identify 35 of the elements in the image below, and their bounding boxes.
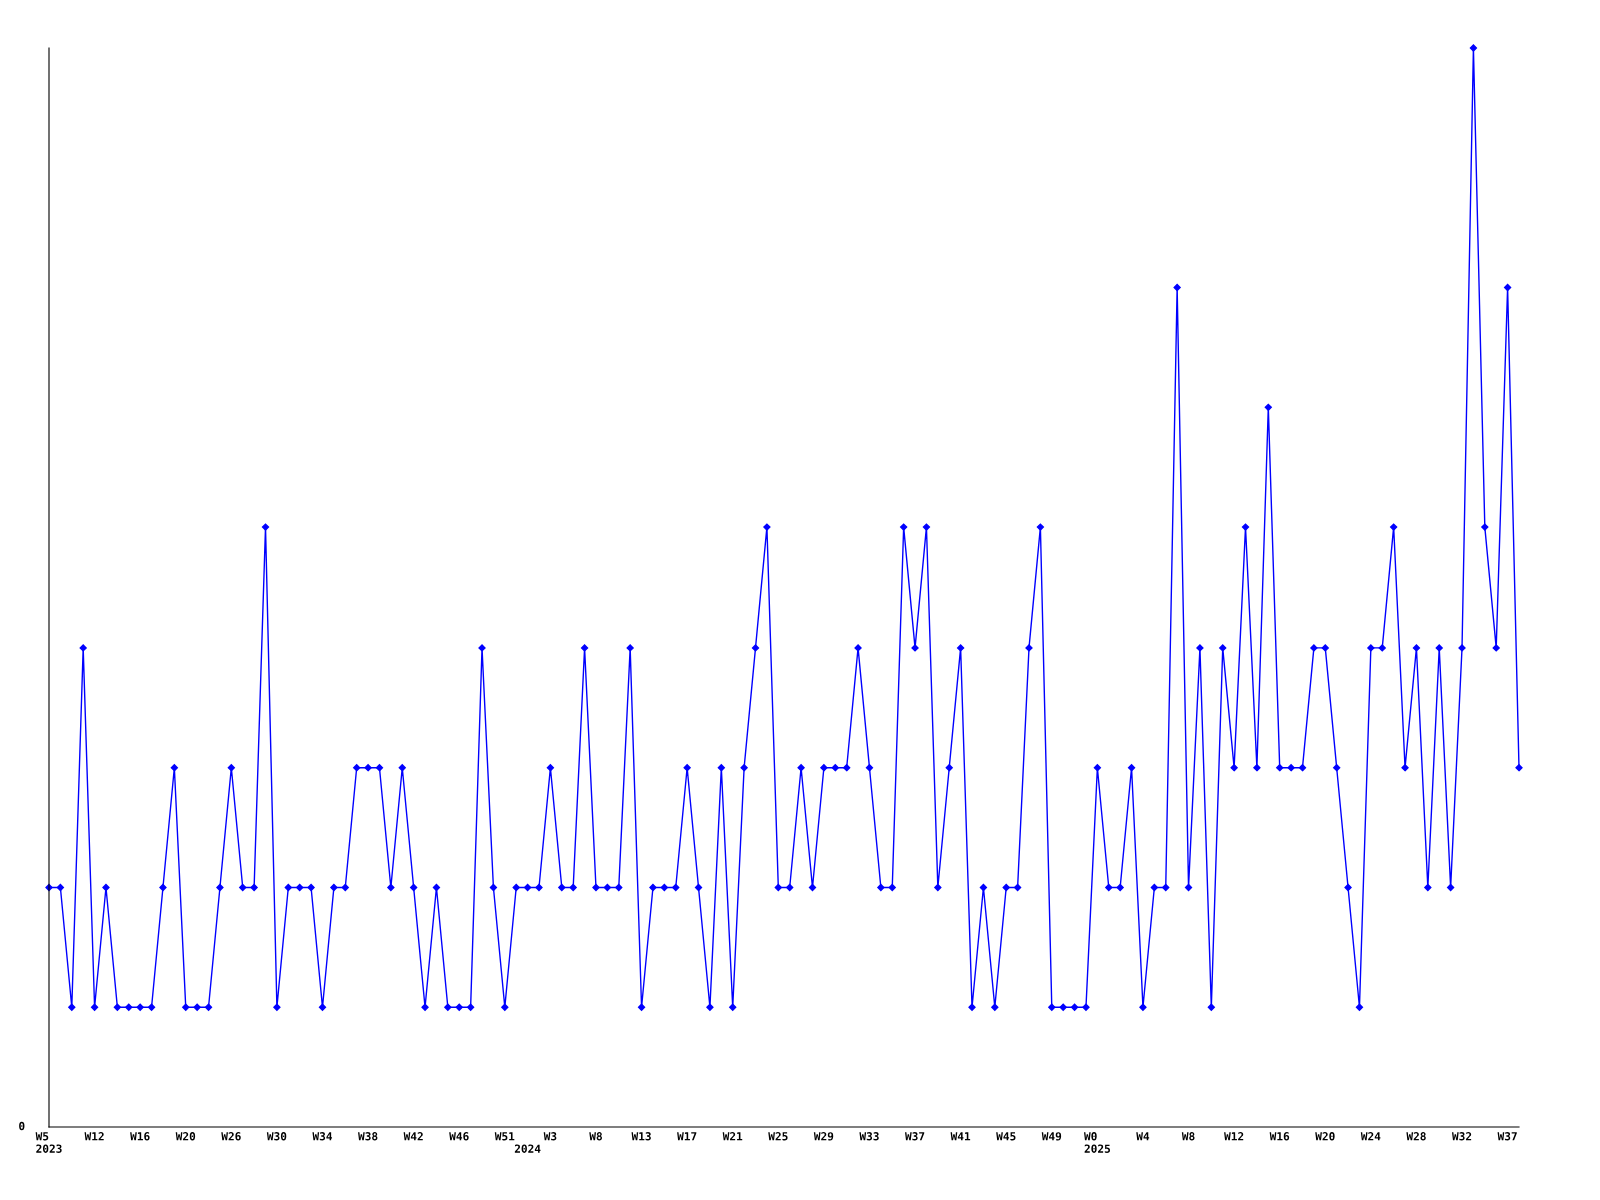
x-tick-label: W20: [1315, 1132, 1335, 1141]
x-tick-label: W8: [589, 1132, 602, 1141]
x-tick-label: W12: [1224, 1132, 1244, 1141]
x-tick-label: W26: [221, 1132, 241, 1141]
x-tick-label: W37: [1497, 1132, 1517, 1141]
x-tick-label: W16: [130, 1132, 150, 1141]
x-tick-label: W5 2023: [35, 1132, 62, 1153]
x-tick-label: W46: [449, 1132, 469, 1141]
x-tick-label: W20: [175, 1132, 196, 1141]
x-tick-label: W28: [1406, 1132, 1426, 1141]
x-tick-label: W0 2025: [1083, 1132, 1110, 1153]
x-tick-label: W8: [1181, 1132, 1195, 1141]
x-tick-label: W21: [722, 1132, 743, 1141]
x-tick-label: W34: [312, 1132, 333, 1141]
x-tick-label: W29: [813, 1132, 834, 1141]
x-tick-label: W12: [84, 1132, 104, 1141]
x-tick-label: W42: [403, 1132, 423, 1141]
x-tick-label: W45: [996, 1132, 1016, 1141]
x-tick-label: 2024: [514, 1144, 541, 1153]
x-tick-label: W16: [1269, 1132, 1290, 1141]
text: 0: [19, 1121, 25, 1131]
x-tick-label: W24: [1360, 1132, 1381, 1141]
x-tick-label: W4: [1136, 1132, 1150, 1141]
x-tick-label: W49: [1041, 1132, 1062, 1141]
x-tick-label: W13: [631, 1132, 651, 1141]
x-tick-label: W25: [768, 1132, 788, 1141]
x-tick-label: W38: [358, 1132, 378, 1141]
x-tick-label: W17: [677, 1132, 697, 1141]
x-tick-label: W30: [266, 1132, 287, 1141]
x-tick-label: W33: [859, 1132, 879, 1141]
x-tick-label: W32: [1451, 1132, 1472, 1141]
x-tick-label: W41: [950, 1132, 971, 1141]
x-tick-label: W51: [494, 1132, 515, 1141]
x-tick-label: W37: [905, 1132, 925, 1141]
x-tick-label: W3: [543, 1132, 557, 1141]
